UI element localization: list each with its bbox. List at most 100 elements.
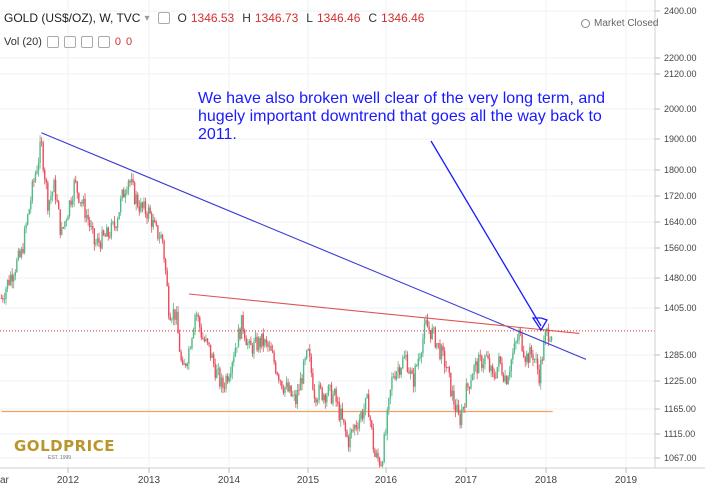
candle-body [203, 338, 206, 342]
candle-body [388, 398, 390, 411]
candle-body [261, 333, 263, 348]
candle-body [102, 230, 105, 235]
candle-body [406, 354, 409, 372]
current-price-line: 1346.46 [0, 322, 704, 339]
candle-body [22, 248, 24, 253]
candle-body [338, 401, 340, 421]
candle-body [361, 412, 364, 419]
candle-body [479, 355, 481, 356]
annotation-arrowhead [531, 317, 548, 332]
candle-body [144, 201, 147, 214]
candle-body [453, 390, 455, 405]
candle-body [437, 343, 440, 344]
candle-body [380, 465, 382, 466]
candle-body [88, 220, 91, 227]
candle-body [112, 221, 114, 223]
goldprice-logo-sub: EST. 1999 [48, 455, 72, 461]
candle-body [2, 298, 4, 300]
candle-body [82, 198, 85, 204]
candlestick-series [0, 135, 553, 468]
candle-body [211, 354, 213, 358]
chevron-down-icon[interactable]: ▾ [144, 12, 150, 24]
candle-body [518, 330, 520, 341]
candle-body [326, 395, 328, 403]
candle-body [284, 386, 286, 393]
candle-body [516, 340, 519, 342]
candle-body [113, 221, 116, 228]
candle-body [146, 213, 148, 219]
candle-body [172, 309, 175, 320]
candle-body [301, 378, 303, 384]
candle-body [81, 202, 83, 204]
candle-body [340, 408, 342, 421]
candle-body [403, 356, 406, 359]
candle-body [180, 351, 182, 361]
candle-body [234, 348, 237, 357]
candle-body [132, 179, 134, 183]
candle-body [17, 250, 20, 260]
candle-body [240, 315, 243, 339]
candle-body [90, 226, 92, 227]
more-icon[interactable] [97, 36, 110, 48]
candle-body [223, 387, 226, 389]
volume-value: 0 [114, 36, 122, 48]
candle-body [538, 369, 540, 384]
candle-body [99, 242, 102, 249]
candle-body [422, 338, 424, 354]
y-tick-label: 1800.00 [664, 165, 697, 175]
candle-body [533, 359, 536, 361]
candle-body [307, 348, 309, 351]
chart-header: GOLD (US$/OZ), W, TVC ▾ O 1346.53 H 1346.7… [4, 11, 424, 25]
close-icon[interactable] [80, 36, 93, 48]
symbol-label[interactable]: GOLD (US$/OZ), W, TVC [4, 11, 141, 25]
candle-body [25, 224, 27, 229]
settings-icon[interactable] [157, 12, 170, 24]
candle-body [121, 189, 123, 199]
candle-body [400, 368, 402, 375]
candle-body [411, 370, 413, 374]
candle-body [440, 345, 443, 360]
goldprice-logo: GOLDPRICE [14, 437, 115, 455]
candle-body [226, 376, 229, 382]
x-tick-label: 2018 [535, 475, 558, 486]
candle-body [8, 279, 10, 285]
candle-body [532, 354, 534, 360]
eye-icon[interactable] [46, 36, 59, 48]
candle-body [191, 338, 193, 349]
candle-body [524, 356, 526, 362]
candle-body [496, 367, 499, 378]
candle-body [155, 222, 158, 226]
candle-body [423, 323, 426, 339]
candle-body [237, 328, 240, 348]
candle-body [44, 170, 46, 180]
candle-body [504, 376, 506, 382]
candle-body [202, 337, 204, 339]
candle-body [164, 259, 167, 271]
candle-body [279, 380, 282, 381]
candle-body [67, 216, 69, 221]
candle-body [442, 345, 444, 351]
candle-body [549, 340, 551, 342]
market-status: Market Closed [581, 18, 658, 29]
candle-body [147, 207, 150, 219]
volume-label[interactable]: Vol (20) [4, 36, 42, 48]
candle-body [405, 354, 407, 357]
candle-body [53, 179, 55, 193]
candle-body [535, 358, 537, 360]
candle-body [30, 200, 32, 210]
candle-body [138, 206, 140, 212]
candle-body [527, 353, 530, 363]
candle-body [171, 319, 173, 321]
candle-body [485, 355, 488, 357]
settings-icon[interactable] [63, 36, 76, 48]
candle-body [87, 214, 89, 221]
candle-body [352, 429, 354, 431]
close-value: 1346.46 [381, 11, 425, 25]
candle-body [513, 343, 516, 353]
candle-body [397, 367, 399, 373]
candle-body [62, 227, 65, 229]
candle-body [16, 259, 18, 272]
high-value: 1346.73 [254, 11, 299, 25]
candle-body [426, 319, 429, 328]
